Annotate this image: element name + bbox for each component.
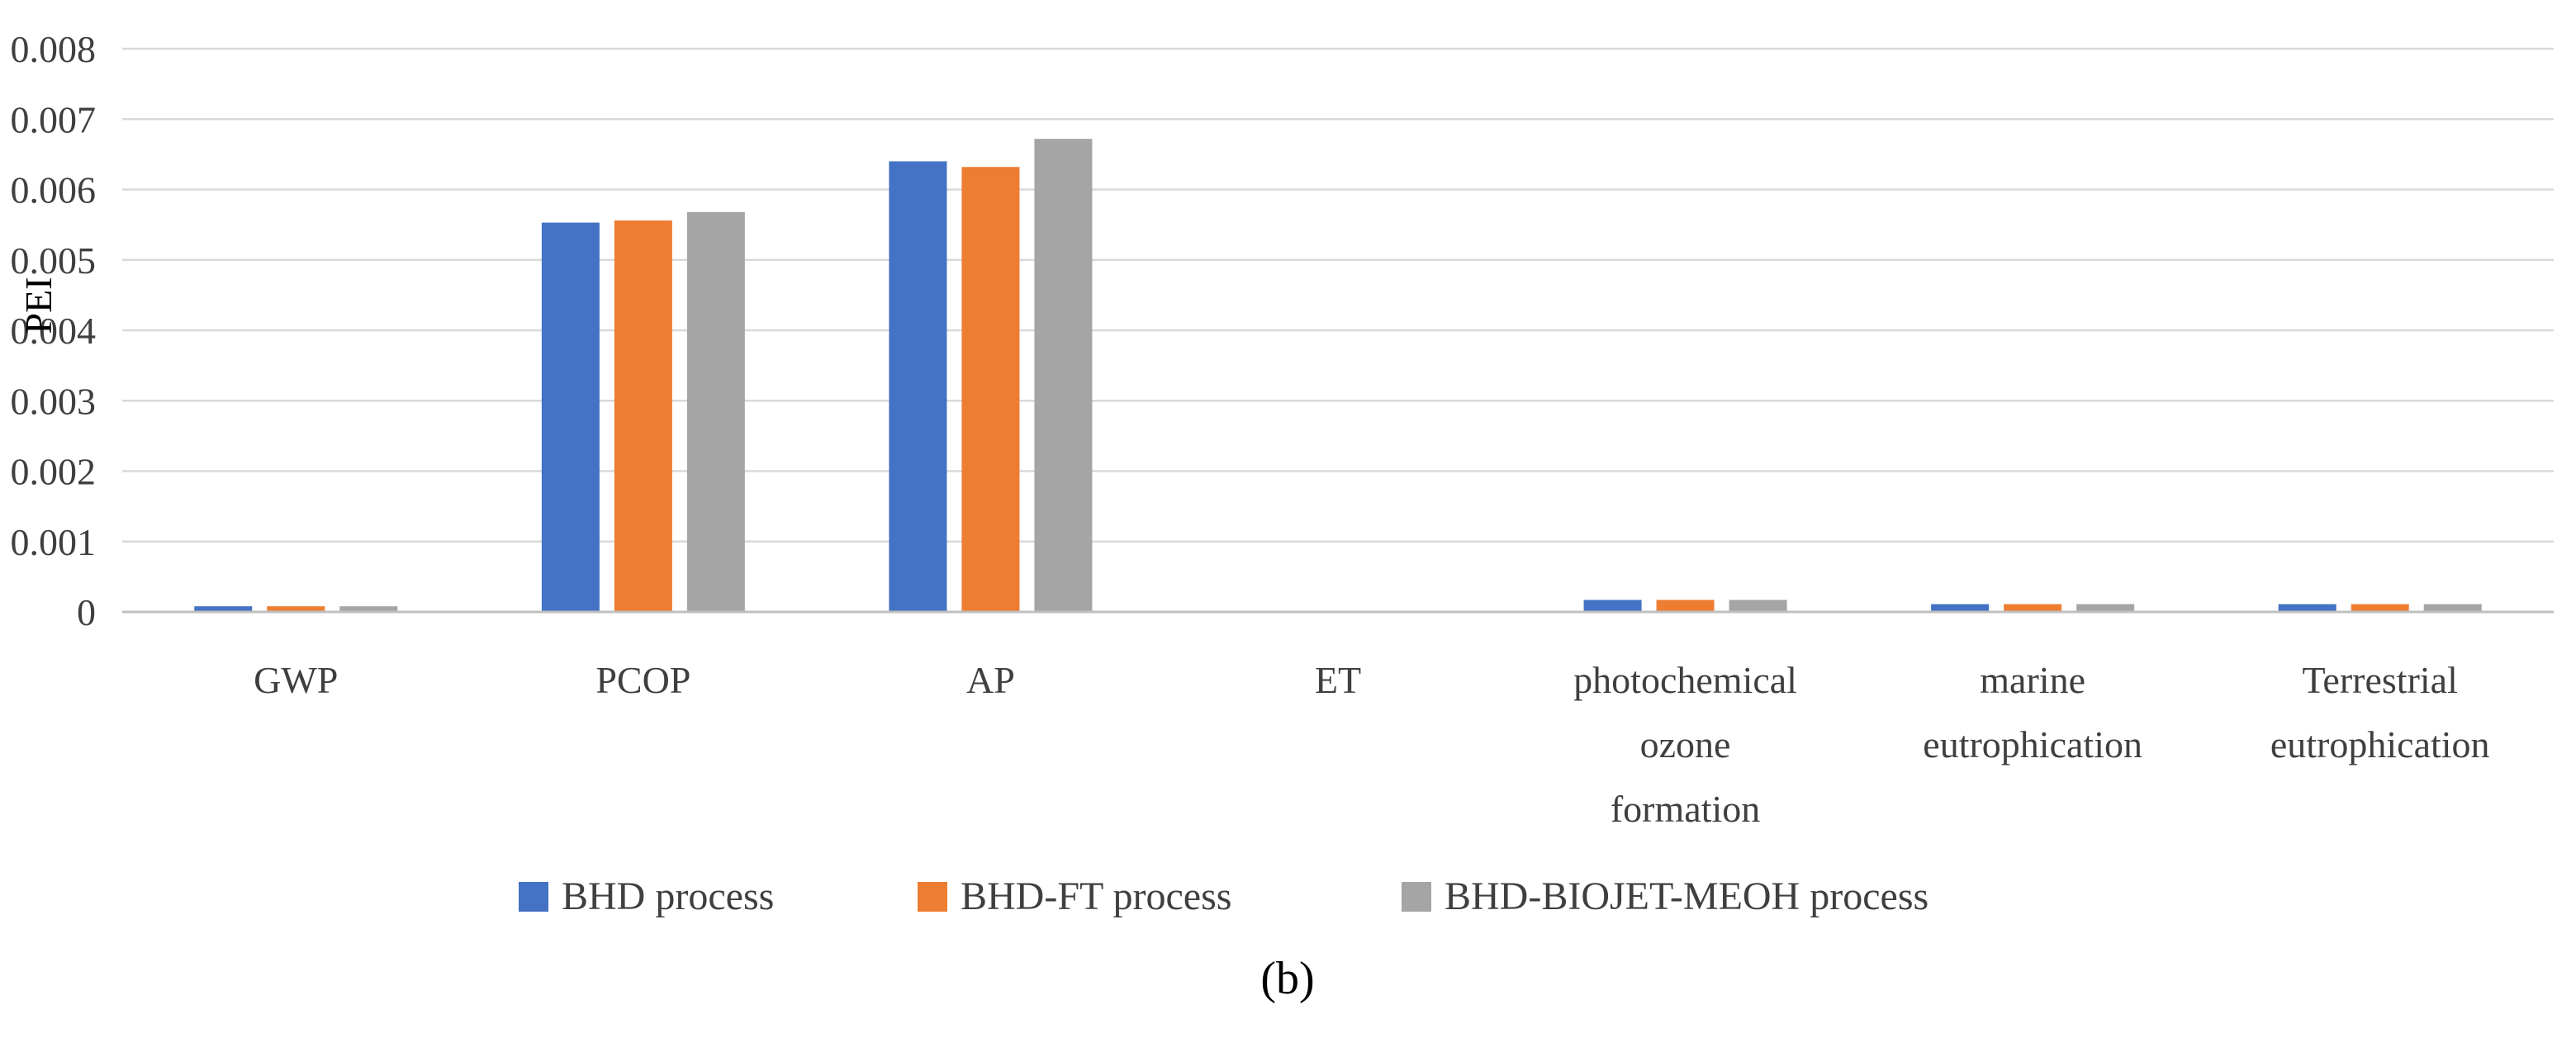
- bar: [2076, 604, 2135, 612]
- bar: [2004, 604, 2062, 612]
- bar: [267, 606, 325, 612]
- y-tick-label: 0.008: [11, 28, 97, 70]
- y-tick-label: 0: [77, 591, 96, 633]
- bar: [2423, 604, 2482, 612]
- bar: [1583, 600, 1642, 612]
- legend-swatch: [519, 882, 548, 912]
- x-tick-label: PCOP: [595, 659, 690, 701]
- legend-label: BHD process: [562, 874, 774, 918]
- y-axis-ticks: 0 0.001 0.002 0.003 0.004 0.005 0.006 0.007 0.00…: [11, 28, 97, 633]
- x-tick-label: AP: [966, 659, 1015, 701]
- y-tick-label: 0.001: [11, 521, 97, 563]
- legend-swatch: [1402, 882, 1431, 912]
- bar: [961, 167, 1020, 613]
- y-tick-label: 0.007: [11, 98, 97, 140]
- y-tick-label: 0.006: [11, 169, 97, 211]
- bar: [2351, 604, 2409, 612]
- bars: [194, 139, 2482, 613]
- x-tick-label: marine eutrophication: [1923, 659, 2142, 765]
- gridlines: [122, 47, 2554, 543]
- bar: [1931, 604, 1990, 612]
- legend-label: BHD-BIOJET-MEOH process: [1445, 874, 1928, 918]
- x-tick-label: Terrestrial eutrophication: [2270, 659, 2490, 765]
- legend-label: BHD-FT process: [961, 874, 1231, 918]
- y-tick-label: 0.004: [11, 310, 97, 352]
- bar: [194, 606, 253, 612]
- legend-swatch: [918, 882, 947, 912]
- x-axis-categories: GWP PCOP AP ET photochemical ozone formation ma…: [254, 659, 2489, 830]
- x-tick-label: photochemical ozone formation: [1573, 659, 1797, 830]
- x-tick-label: GWP: [254, 659, 338, 701]
- bar: [339, 606, 398, 612]
- y-tick-label: 0.002: [11, 451, 97, 493]
- y-tick-label: 0.003: [11, 380, 97, 422]
- bar: [889, 161, 947, 612]
- bar: [2278, 604, 2336, 612]
- bar: [614, 220, 672, 612]
- figure-caption: (b): [1260, 953, 1314, 1004]
- x-tick-label: ET: [1315, 659, 1361, 701]
- bar: [686, 211, 745, 612]
- legend: BHD process BHD-FT process BHD-BIOJET-MEOH…: [519, 874, 1928, 918]
- bar: [1656, 600, 1715, 612]
- y-tick-label: 0.005: [11, 239, 97, 282]
- bar: [1729, 600, 1787, 612]
- bar: [1034, 139, 1093, 612]
- y-axis-label: PEI: [17, 277, 59, 334]
- bar: [541, 222, 600, 612]
